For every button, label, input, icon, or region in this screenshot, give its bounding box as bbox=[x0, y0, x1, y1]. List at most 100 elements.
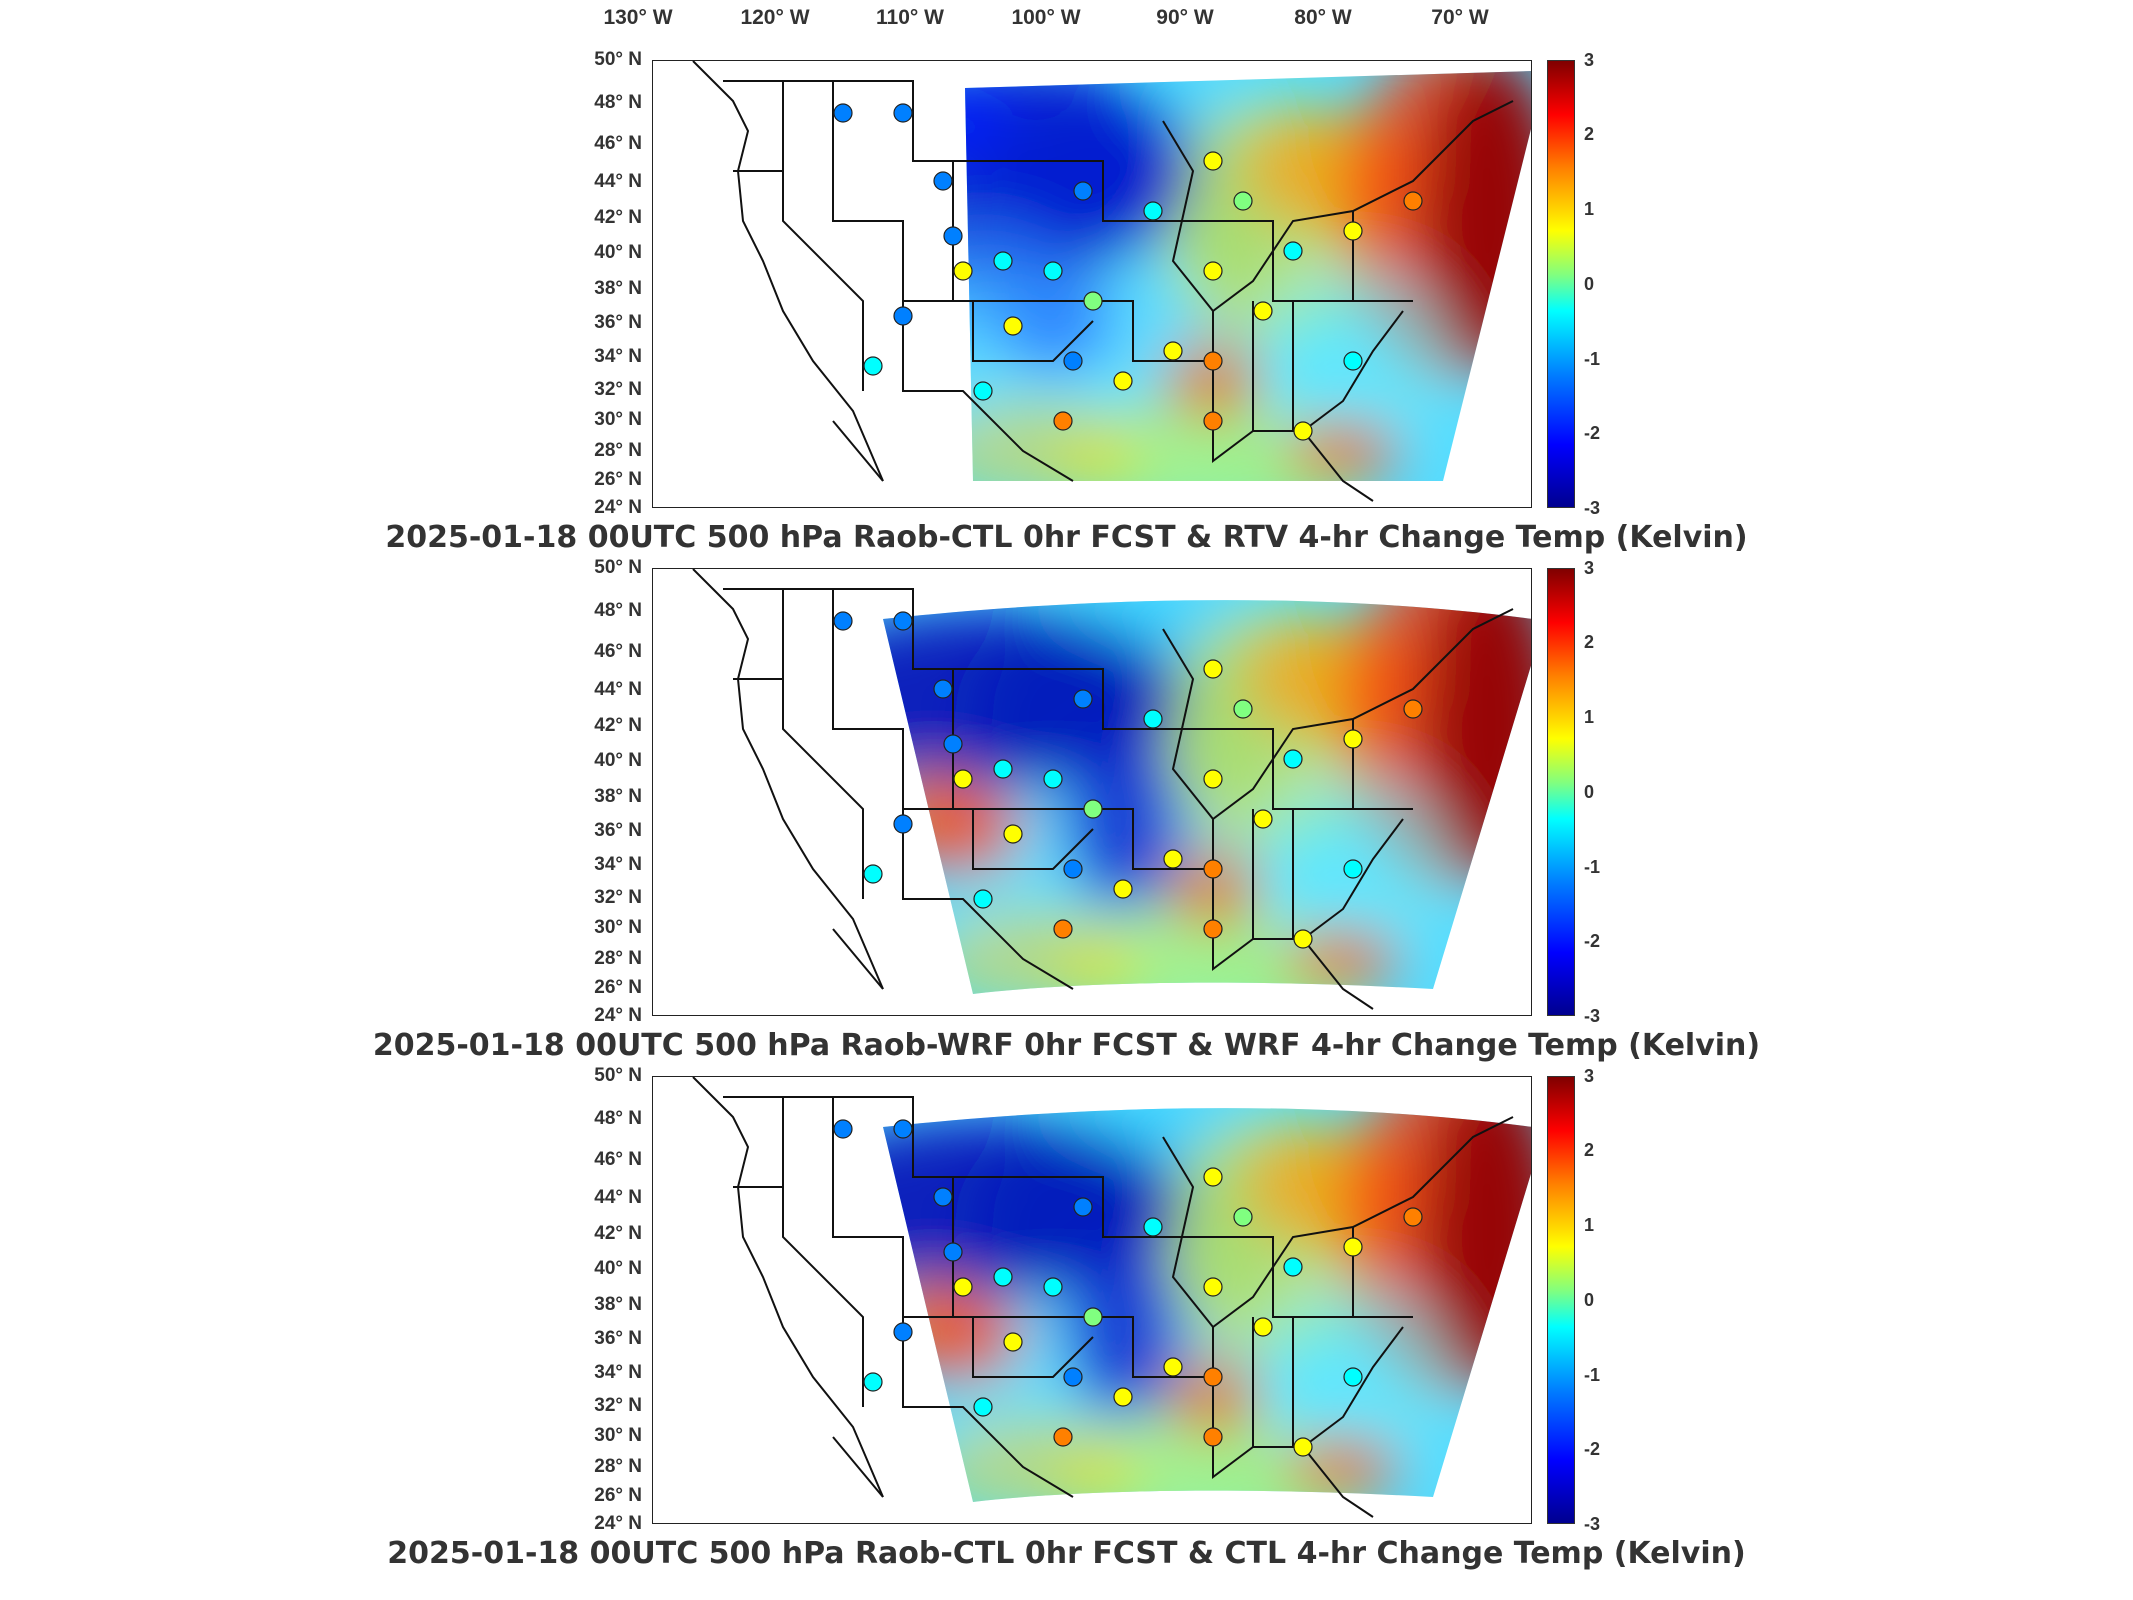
raob-station-dot bbox=[1253, 1317, 1273, 1337]
lat-label: 46° N bbox=[594, 1149, 642, 1170]
raob-station-dot bbox=[893, 1322, 913, 1342]
raob-station-dot bbox=[1043, 769, 1063, 789]
colorbar-tick-label: 0 bbox=[1584, 782, 1595, 802]
lat-label: 24° N bbox=[594, 497, 642, 518]
lon-label: 80° W bbox=[1294, 6, 1352, 29]
colorbar-tick-label: 1 bbox=[1584, 199, 1595, 219]
colorbar-tick-label: -1 bbox=[1584, 857, 1601, 877]
lat-label: 44° N bbox=[594, 679, 642, 700]
lat-label: 46° N bbox=[594, 641, 642, 662]
raob-station-dot bbox=[993, 251, 1013, 271]
raob-station-dot bbox=[1083, 1307, 1103, 1327]
lat-label: 26° N bbox=[594, 977, 642, 998]
raob-station-dot bbox=[933, 1187, 953, 1207]
lat-label: 24° N bbox=[594, 1513, 642, 1534]
lat-label: 28° N bbox=[594, 948, 642, 969]
panel-title: 2025-01-18 00UTC 500 hPa Raob-WRF 0hr FC… bbox=[372, 1028, 1761, 1063]
raob-station-dot bbox=[1343, 1367, 1363, 1387]
raob-station-dot bbox=[1163, 1357, 1183, 1377]
colorbar-tick-label: 2 bbox=[1584, 1140, 1595, 1160]
colorbar-tick-label: 2 bbox=[1584, 632, 1595, 652]
lat-label: 50° N bbox=[594, 49, 642, 70]
state-boundaries bbox=[692, 1077, 1514, 1518]
lat-label: 42° N bbox=[594, 715, 642, 736]
raob-station-dot bbox=[893, 1119, 913, 1139]
colorbar-tick-label: 0 bbox=[1584, 274, 1595, 294]
lat-label: 28° N bbox=[594, 1456, 642, 1477]
lat-label: 30° N bbox=[594, 409, 642, 430]
map-frame-1 bbox=[652, 60, 1532, 508]
raob-station-dot bbox=[973, 889, 993, 909]
lat-label: 34° N bbox=[594, 346, 642, 367]
panel-title: 2025-01-18 00UTC 500 hPa Raob-CTL 0hr FC… bbox=[385, 520, 1748, 555]
raob-station-dot bbox=[1203, 261, 1223, 281]
lat-label: 40° N bbox=[594, 242, 642, 263]
lat-label: 44° N bbox=[594, 1187, 642, 1208]
raob-station-dot bbox=[1203, 1277, 1223, 1297]
lat-label: 36° N bbox=[594, 1328, 642, 1349]
raob-station-dot bbox=[893, 611, 913, 631]
colorbar bbox=[1547, 1076, 1575, 1524]
colorbar bbox=[1547, 60, 1575, 508]
raob-station-dot bbox=[973, 381, 993, 401]
raob-station-dot bbox=[1073, 1197, 1093, 1217]
raob-station-dot bbox=[943, 1242, 963, 1262]
lon-label: 70° W bbox=[1431, 6, 1489, 29]
raob-station-dot bbox=[1063, 859, 1083, 879]
lat-label: 24° N bbox=[594, 1005, 642, 1026]
raob-station-dot bbox=[1343, 1237, 1363, 1257]
raob-station-dot bbox=[1113, 371, 1133, 391]
lon-label: 100° W bbox=[1011, 6, 1081, 29]
raob-station-dot bbox=[1073, 181, 1093, 201]
lat-label: 34° N bbox=[594, 1362, 642, 1383]
raob-station-dot bbox=[1053, 919, 1073, 939]
raob-station-dot bbox=[1293, 1437, 1313, 1457]
lat-label: 36° N bbox=[594, 820, 642, 841]
colorbar bbox=[1547, 568, 1575, 1016]
raob-station-dot bbox=[1113, 879, 1133, 899]
raob-station-dot bbox=[1203, 351, 1223, 371]
map-frame-3 bbox=[652, 1076, 1532, 1524]
longitude-labels: 130° W 120° W 110° W 100° W 90° W 80° W 70° W bbox=[0, 0, 2133, 50]
colorbar-tick-label: 3 bbox=[1584, 50, 1595, 70]
lat-label: 44° N bbox=[594, 171, 642, 192]
raob-station-dot bbox=[993, 759, 1013, 779]
raob-station-dot bbox=[1253, 809, 1273, 829]
raob-station-dot bbox=[1343, 221, 1363, 241]
lat-label: 38° N bbox=[594, 786, 642, 807]
raob-station-dot bbox=[933, 171, 953, 191]
raob-station-dot bbox=[1203, 919, 1223, 939]
raob-station-dot bbox=[973, 1397, 993, 1417]
colorbar-tick-label: 2 bbox=[1584, 124, 1595, 144]
raob-station-dot bbox=[1143, 709, 1163, 729]
map-frame-2 bbox=[652, 568, 1532, 1016]
raob-station-dot bbox=[1113, 1387, 1133, 1407]
raob-station-dot bbox=[1343, 351, 1363, 371]
raob-station-dot bbox=[1283, 749, 1303, 769]
raob-station-dot bbox=[863, 356, 883, 376]
raob-station-dot bbox=[953, 1277, 973, 1297]
colorbar-tick-label: -2 bbox=[1584, 1439, 1601, 1459]
raob-station-dot bbox=[1143, 1217, 1163, 1237]
model-domain-field bbox=[965, 71, 1531, 481]
colorbar-tick-label: 1 bbox=[1584, 1215, 1595, 1235]
lat-label: 30° N bbox=[594, 917, 642, 938]
raob-station-dot bbox=[953, 769, 973, 789]
raob-station-dot bbox=[1053, 1427, 1073, 1447]
raob-station-dot bbox=[1403, 1207, 1423, 1227]
lat-label: 32° N bbox=[594, 379, 642, 400]
colorbar-tick-label: 3 bbox=[1584, 558, 1595, 578]
colorbar-tick-label: -2 bbox=[1584, 931, 1601, 951]
lat-label: 32° N bbox=[594, 887, 642, 908]
lat-label: 42° N bbox=[594, 1223, 642, 1244]
colorbar-tick-label: -3 bbox=[1584, 1006, 1601, 1026]
raob-station-dot bbox=[1163, 341, 1183, 361]
raob-station-dot bbox=[1063, 351, 1083, 371]
raob-station-dot bbox=[1053, 411, 1073, 431]
raob-station-dot bbox=[943, 226, 963, 246]
raob-station-dot bbox=[1293, 421, 1313, 441]
lon-label: 110° W bbox=[876, 6, 944, 29]
colorbar-tick-label: -2 bbox=[1584, 423, 1601, 443]
raob-station-dot bbox=[1003, 824, 1023, 844]
lat-label: 50° N bbox=[594, 1065, 642, 1086]
